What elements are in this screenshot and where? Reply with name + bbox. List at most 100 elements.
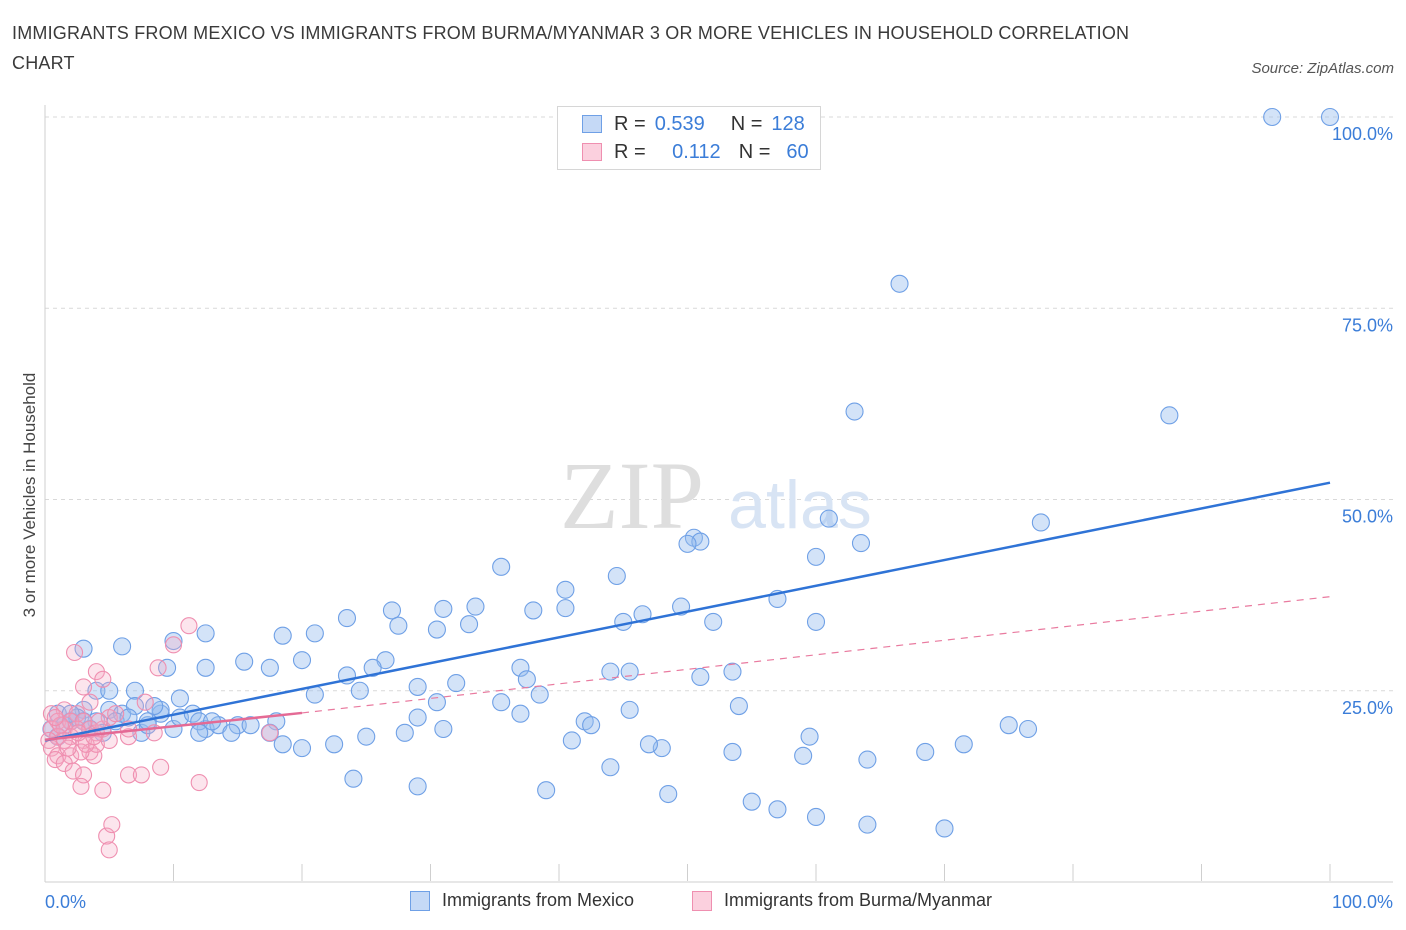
- mexico-point-73: [582, 716, 601, 735]
- legend-swatch-mexico: [582, 115, 602, 133]
- mexico-point-106: [241, 716, 260, 735]
- mexico-point-3: [845, 402, 864, 421]
- bottom-legend-label-mexico: Immigrants from Mexico: [442, 890, 635, 910]
- mexico-point-109: [562, 731, 581, 750]
- axes: [44, 105, 1393, 883]
- mexico-point-38: [235, 652, 254, 671]
- mexico-point-41: [260, 658, 279, 677]
- burma-point-53: [59, 739, 77, 757]
- mexico-point-112: [794, 746, 813, 765]
- mexico-point-115: [954, 735, 973, 754]
- mexico-point-12: [492, 557, 511, 576]
- burma-point-54: [90, 712, 108, 730]
- mexico-point-62: [620, 700, 639, 719]
- mexico-point-61: [729, 696, 748, 716]
- burma-point-6: [75, 678, 93, 696]
- mexico-point-85: [125, 696, 144, 716]
- mexico-point-118: [537, 781, 556, 800]
- burma-point-57: [46, 708, 64, 727]
- mexico-point-52: [350, 681, 369, 700]
- y-tick-label-3: 100.0%: [1332, 124, 1393, 144]
- mexico-point-116: [344, 769, 363, 788]
- burma-point-44: [103, 816, 121, 834]
- burma-point-38: [64, 762, 82, 780]
- trend-lines: [44, 481, 1331, 742]
- mexico-point-30: [196, 624, 215, 643]
- mexico-point-113: [858, 750, 877, 769]
- mexico-point-1: [1320, 107, 1340, 127]
- mexico-point-119: [659, 784, 678, 804]
- mexico-point-10: [678, 534, 697, 553]
- legend-r-value-mexico: 0.539: [654, 112, 705, 135]
- mexico-point-76: [357, 727, 376, 746]
- mexico-point-77: [325, 735, 344, 754]
- mexico-point-120: [742, 792, 761, 811]
- mexico-point-51: [408, 677, 427, 696]
- bottom-legend-label-burma: Immigrants from Burma/Myanmar: [724, 890, 993, 910]
- watermark-atlas: atlas: [728, 467, 872, 543]
- mexico-point-40: [158, 658, 177, 677]
- mexico-point-127: [1018, 719, 1038, 739]
- mexico-point-39: [196, 658, 215, 677]
- legend-row-mexico: R = 0.539 N = 128: [582, 112, 805, 136]
- mexico-point-20: [434, 599, 453, 618]
- y-tick-label-2: 75.0%: [1342, 315, 1393, 335]
- legend-r-label: R =: [614, 112, 646, 135]
- mexico-point-21: [524, 601, 543, 620]
- mexico-point-34: [113, 637, 132, 656]
- chart-title: IMMIGRANTS FROM MEXICO VS IMMIGRANTS FRO…: [12, 23, 1130, 73]
- mexico-point-63: [511, 704, 530, 723]
- legend-n-value-mexico: 128: [771, 112, 805, 135]
- tick-labels: 25.0% 50.0% 75.0% 100.0% 0.0% 100.0%: [45, 124, 1393, 912]
- mexico-point-104: [222, 723, 241, 742]
- mexico-point-25: [459, 615, 479, 634]
- mexico-point-26: [614, 612, 633, 631]
- mexico-point-122: [806, 807, 826, 827]
- burma-point-8: [81, 693, 99, 711]
- mexico-point-123: [858, 815, 877, 834]
- mexico-point-59: [492, 693, 511, 712]
- mexico-point-13: [607, 566, 626, 586]
- legend-r-label: R =: [614, 140, 646, 163]
- x-tick-label-max: 100.0%: [1332, 892, 1393, 912]
- legend-n-value-burma: 60: [786, 140, 809, 163]
- legend-n-label: N =: [730, 112, 763, 135]
- mexico-point-37: [292, 651, 312, 670]
- burma-point-46: [132, 766, 150, 784]
- y-tick-label-0: 25.0%: [1342, 698, 1393, 718]
- mexico-point-49: [517, 670, 536, 689]
- mexico-point-22: [382, 601, 402, 620]
- mexico-point-124: [935, 819, 954, 838]
- mexico-point-45: [691, 667, 710, 687]
- burma-point-50: [261, 724, 279, 742]
- mexico-point-78: [292, 739, 312, 758]
- mexico-point-18: [556, 599, 575, 618]
- source-label: Source: ZipAtlas.com: [1251, 60, 1394, 77]
- legend-n-label: N =: [738, 140, 771, 163]
- mexico-point-108: [273, 735, 292, 754]
- legend-row-burma: R = 0.112 N = 60: [582, 140, 809, 164]
- burma-trend-dashed: [301, 596, 1331, 714]
- burma-point-40: [94, 781, 112, 799]
- mexico-point-92: [145, 696, 164, 716]
- mexico-point-35: [74, 639, 93, 658]
- stats-legend: R = 0.539 N = 128 R = 0.112 N = 60: [557, 106, 821, 170]
- mexico-point-75: [395, 723, 414, 742]
- mexico-point-46: [723, 662, 742, 681]
- burma-point-7: [136, 693, 154, 711]
- mexico-point-128: [999, 716, 1018, 735]
- mexico-point-125: [639, 735, 659, 754]
- burma-point-29: [46, 751, 64, 769]
- mexico-point-0: [1263, 107, 1282, 127]
- y-tick-label-1: 50.0%: [1342, 507, 1393, 527]
- burma-trend-line: [44, 711, 303, 741]
- mexico-point-64: [408, 708, 427, 727]
- burma-point-1: [164, 636, 183, 654]
- mexico-point-54: [125, 681, 144, 700]
- burma-point-43: [100, 841, 118, 859]
- burma-point-5: [94, 670, 112, 688]
- burma-point-48: [152, 758, 170, 776]
- mexico-point-43: [511, 658, 530, 677]
- burma-point-35: [107, 705, 125, 723]
